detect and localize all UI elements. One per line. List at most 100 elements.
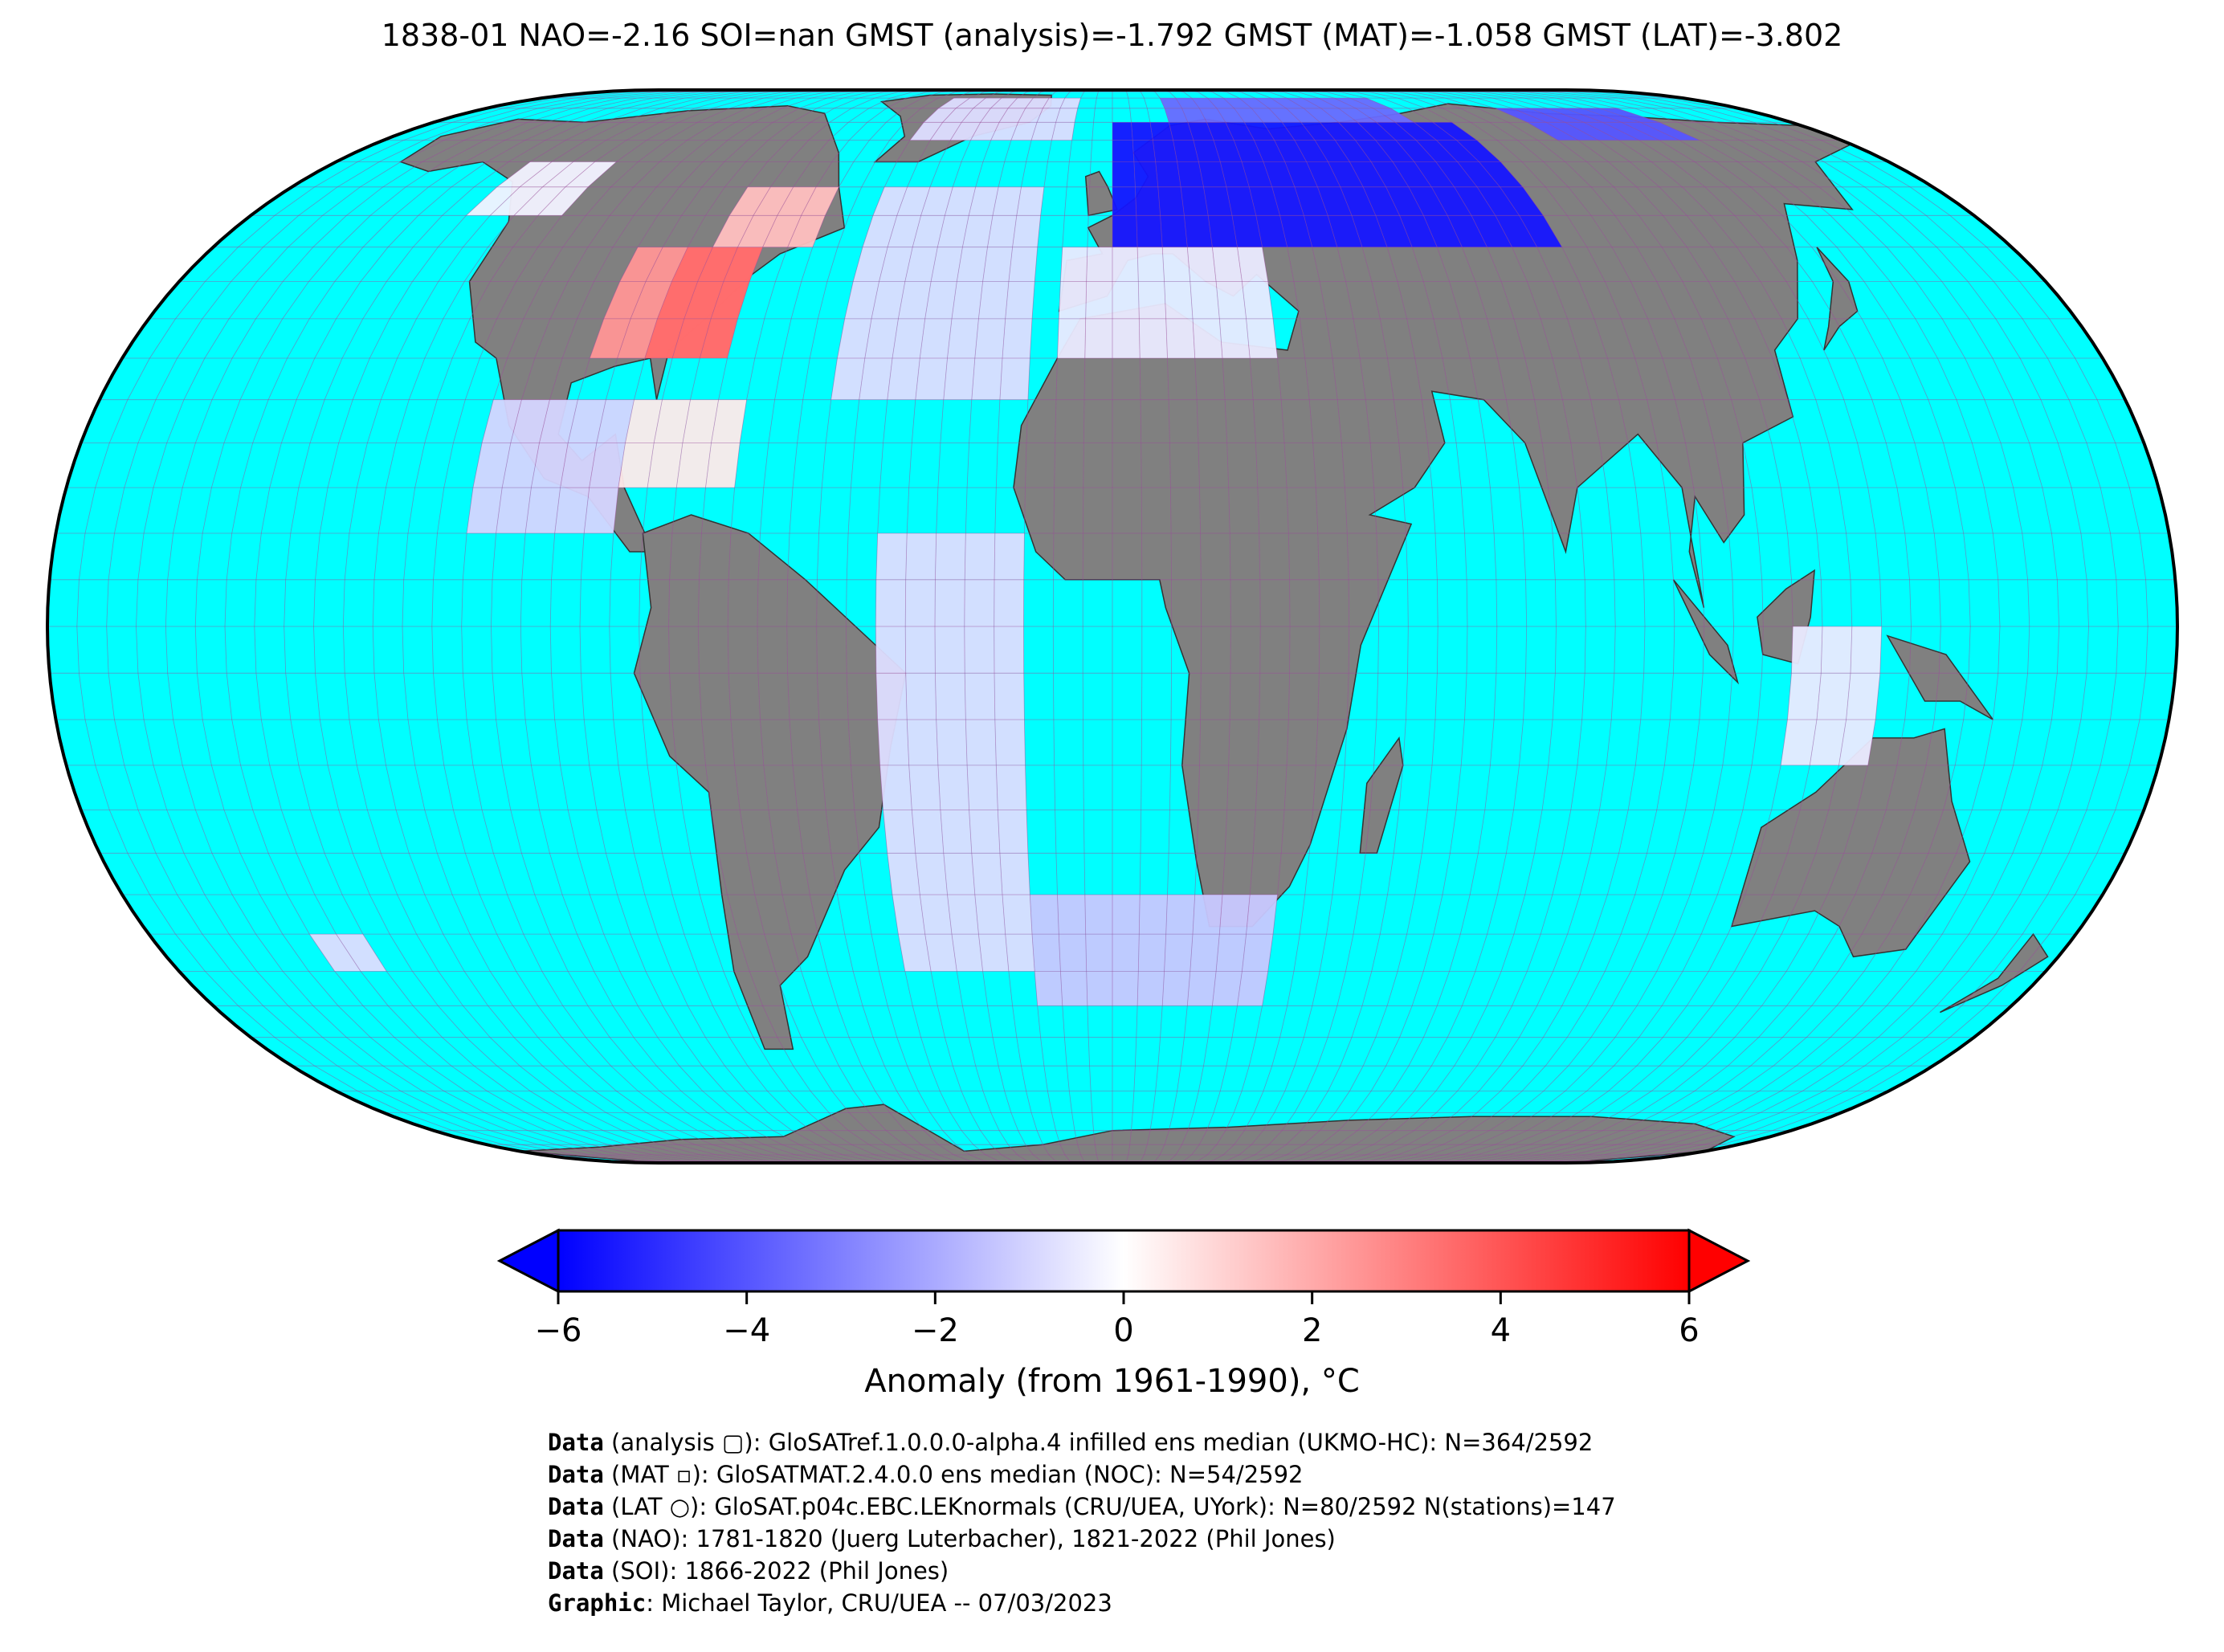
anomaly-cell-scandinavia-north <box>1165 108 1188 123</box>
anomaly-cell-europe-russia <box>1335 140 1372 162</box>
globe-outline <box>45 88 2180 1165</box>
anomaly-cell-siberia-east <box>1564 108 1622 123</box>
anomaly-cell-mediterranean <box>1162 247 1190 282</box>
anomaly-cell-north-atlantic <box>943 358 975 400</box>
anomaly-cell-south-atlantic-east <box>1057 895 1086 935</box>
anomaly-cells <box>309 98 1882 1006</box>
anomaly-cell-scandinavia-north <box>1181 108 1207 123</box>
anomaly-cell-mediterranean <box>1060 247 1088 282</box>
anomaly-cell-siberia-east <box>1565 122 1619 141</box>
anomaly-cell-europe-russia <box>1477 186 1520 216</box>
anomaly-cell-eastern-north-america-core <box>684 281 724 319</box>
anomaly-cell-greenland <box>1037 108 1060 123</box>
anomaly-cell-europe-russia <box>1371 161 1409 187</box>
anomaly-cell-europe-russia <box>1495 215 1537 247</box>
anomaly-cell-europe-russia <box>1112 161 1136 187</box>
credit-analysis: Data (analysis ▢): GloSATref.1.0.0.0-alp… <box>548 1429 1594 1456</box>
anomaly-cell-scandinavia-north <box>1334 98 1373 108</box>
anomaly-cell-eastern-north-america-core <box>644 318 684 358</box>
anomaly-cell-south-atlantic <box>905 579 936 626</box>
anomaly-cell-south-atlantic-east <box>1138 934 1166 972</box>
anomaly-cell-siberia-east <box>1581 108 1641 123</box>
anomaly-cell-europe-russia <box>1226 186 1256 216</box>
anomaly-cell-south-atlantic-east <box>1139 895 1168 935</box>
anomaly-cell-scandinavia-north <box>1191 98 1217 108</box>
anomaly-cell-south-atlantic-east <box>1112 934 1140 972</box>
anomaly-cell-north-atlantic <box>859 358 892 400</box>
anomaly-cell-north-atlantic <box>888 215 921 247</box>
anomaly-cell-western-north-america <box>466 186 520 216</box>
anomaly-cell-europe-russia <box>1447 215 1487 247</box>
anomaly-cell-indonesia <box>1787 673 1822 720</box>
anomaly-cell-north-atlantic <box>853 247 888 282</box>
anomaly-cell-eastern-north-america-core <box>657 281 698 319</box>
anomaly-cell-siberia-east <box>1529 108 1584 123</box>
anomaly-cell-indonesia <box>1781 720 1817 765</box>
anomaly-cell-mediterranean <box>1138 281 1166 319</box>
anomaly-cell-europe-russia <box>1132 140 1156 162</box>
anomaly-cell-scandinavia-north <box>1286 108 1320 123</box>
anomaly-cell-europe-russia <box>1169 122 1194 141</box>
anomaly-cell-europe-russia <box>1294 140 1328 162</box>
anomaly-cell-siberia-east <box>1621 122 1679 141</box>
anomaly-cell-south-atlantic <box>969 810 1000 854</box>
anomaly-cell-south-atlantic-east <box>1034 971 1063 1006</box>
colorbar-tick-label: 2 <box>1302 1312 1322 1349</box>
anomaly-cell-south-atlantic-east <box>1242 934 1273 972</box>
anomaly-cell-siberia-east <box>1512 108 1565 123</box>
land-new-guinea <box>1886 634 1993 720</box>
anomaly-cell-south-atlantic <box>965 720 997 765</box>
anomaly-cell-europe-russia <box>1254 140 1285 162</box>
anomaly-cell-mediterranean <box>1164 281 1193 319</box>
anomaly-cell-europe-russia <box>1338 122 1376 141</box>
anomaly-cell-caribbean <box>618 443 655 488</box>
anomaly-cell-south-atlantic <box>908 765 941 810</box>
anomaly-cell-eastern-north-america-core <box>697 247 738 282</box>
anomaly-cell-mediterranean <box>1057 318 1086 358</box>
colorbar-tick-label: 0 <box>1113 1312 1133 1349</box>
anomaly-cell-scandinavia-north <box>1338 108 1377 123</box>
anomaly-cell-europe-russia <box>1471 215 1512 247</box>
colorbar-min-extension <box>496 1228 560 1294</box>
anomaly-cell-europe-russia <box>1153 140 1177 162</box>
anomaly-cell-caribbean <box>705 443 741 488</box>
anomaly-cell-europe-russia <box>1408 186 1448 216</box>
anomaly-cell-mediterranean <box>1190 281 1220 319</box>
anomaly-cell-europe-russia <box>1431 186 1471 216</box>
anomaly-cell-europe-russia <box>1271 186 1304 216</box>
anomaly-cell-scandinavia-north <box>1255 98 1287 108</box>
anomaly-cell-europe-russia <box>1234 140 1263 162</box>
colorbar-tick-label: −2 <box>912 1312 959 1349</box>
anomaly-cell-north-atlantic <box>987 215 1017 247</box>
anomaly-cell-europe-russia <box>1433 122 1477 141</box>
anomaly-cell-eastern-north-america-core <box>671 247 713 282</box>
anomaly-cell-scandinavia-north <box>1356 108 1396 123</box>
anomaly-cell-europe-russia <box>1414 122 1457 141</box>
anomaly-cell-europe-russia <box>1181 186 1209 216</box>
anomaly-cell-europe-russia <box>1131 122 1153 141</box>
anomaly-cell-south-atlantic <box>935 579 965 626</box>
anomaly-cell-south-atlantic <box>905 626 936 674</box>
anomaly-cell-central-america <box>502 443 540 488</box>
anomaly-cell-south-atlantic <box>875 673 908 720</box>
anomaly-cell-eastern-north-america <box>603 281 646 319</box>
anomaly-cell-caribbean <box>647 443 683 488</box>
anomaly-cell-south-atlantic <box>892 895 925 935</box>
anomaly-cell-mediterranean <box>1212 247 1243 282</box>
anomaly-cell-south-atlantic <box>974 895 1006 935</box>
anomaly-cell-mediterranean <box>1165 318 1195 358</box>
anomaly-cell-europe-russia <box>1315 140 1350 162</box>
anomaly-cell-eastern-north-america-core <box>700 318 738 358</box>
anomaly-cell-europe-russia <box>1198 161 1226 187</box>
anomaly-cell-south-atlantic <box>947 895 979 935</box>
anomaly-cell-central-america <box>525 487 561 533</box>
anomaly-cell-south-atlantic <box>887 853 920 895</box>
anomaly-cell-greenland <box>961 108 991 123</box>
anomaly-cell-south-atlantic <box>915 853 948 895</box>
anomaly-cell-scandinavia-north <box>1160 98 1182 108</box>
anomaly-cell-north-atlantic <box>904 247 938 282</box>
anomaly-cell-mediterranean <box>1112 281 1140 319</box>
anomaly-cell-siberia-east <box>1584 122 1639 141</box>
anomaly-cell-south-atlantic <box>964 579 994 626</box>
anomaly-cell-mediterranean <box>1216 281 1247 319</box>
